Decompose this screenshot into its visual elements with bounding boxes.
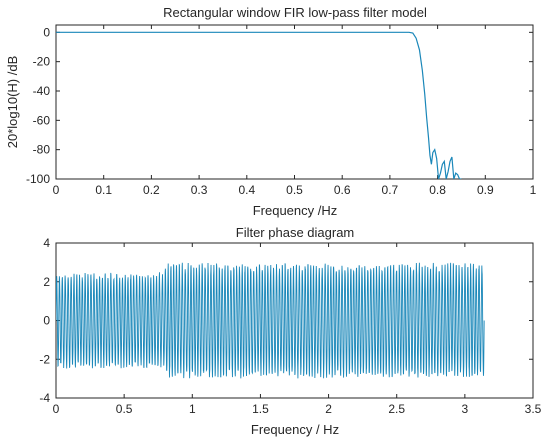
- y-tick-label: -2: [39, 352, 50, 366]
- x-tick-label: 0.7: [382, 183, 399, 197]
- x-tick-label: 2: [325, 402, 332, 416]
- y-tick-label: -100: [26, 172, 50, 186]
- phase-chart-title: Filter phase diagram: [236, 225, 355, 240]
- magnitude-series-line: [56, 31, 462, 179]
- x-tick-label: 0.5: [116, 402, 133, 416]
- x-tick-label: 0.9: [477, 183, 494, 197]
- phase-chart: Filter phase diagram 0 0.5 1 1.5 2 2.5 3 3.5 4 2…: [39, 225, 541, 437]
- x-tick-label: 1: [530, 183, 537, 197]
- y-tick-label: -4: [39, 391, 50, 405]
- y-tick-label: -20: [33, 55, 51, 69]
- x-tick-label: 0.5: [286, 183, 303, 197]
- x-tick-label: 2.5: [388, 402, 405, 416]
- magnitude-chart-title: Rectangular window FIR low-pass filter m…: [163, 5, 427, 20]
- x-tick-label: 0.3: [191, 183, 208, 197]
- magnitude-y-axis-label: 20*log10(H) /dB: [5, 56, 20, 149]
- x-tick-label: 0.4: [238, 183, 255, 197]
- x-tick-label: 0.8: [429, 183, 446, 197]
- magnitude-x-axis-label: Frequency /Hz: [253, 203, 338, 218]
- x-tick-label: 0: [53, 183, 60, 197]
- x-tick-label: 1.5: [252, 402, 269, 416]
- y-tick-label: -40: [33, 84, 51, 98]
- y-tick-label: 4: [43, 236, 50, 250]
- y-tick-label: -60: [33, 113, 51, 127]
- magnitude-x-ticks: 0 0.1 0.2 0.3 0.4 0.5 0.6 0.7 0.8 0.9 1: [53, 25, 537, 197]
- x-tick-label: 3: [462, 402, 469, 416]
- x-tick-label: 0.6: [334, 183, 351, 197]
- magnitude-y-ticks: 0 -20 -40 -60 -80 -100: [26, 25, 533, 186]
- x-tick-label: 0.1: [95, 183, 112, 197]
- y-tick-label: 0: [43, 25, 50, 39]
- y-tick-label: 0: [43, 314, 50, 328]
- y-tick-label: 2: [43, 275, 50, 289]
- x-tick-label: 0.2: [143, 183, 160, 197]
- y-tick-label: -80: [33, 143, 51, 157]
- magnitude-plot-area: [56, 31, 462, 179]
- phase-y-ticks: 4 2 0 -2 -4: [39, 236, 533, 405]
- phase-series-line: [56, 262, 485, 379]
- x-tick-label: 1: [189, 402, 196, 416]
- x-tick-label: 0: [53, 402, 60, 416]
- phase-plot-area: [56, 262, 485, 379]
- phase-x-ticks: 0 0.5 1 1.5 2 2.5 3 3.5: [53, 243, 542, 416]
- phase-x-axis-label: Frequency / Hz: [251, 422, 339, 437]
- magnitude-chart: Rectangular window FIR low-pass filter m…: [5, 5, 537, 218]
- magnitude-axes-box: [55, 24, 534, 180]
- x-tick-label: 3.5: [525, 402, 542, 416]
